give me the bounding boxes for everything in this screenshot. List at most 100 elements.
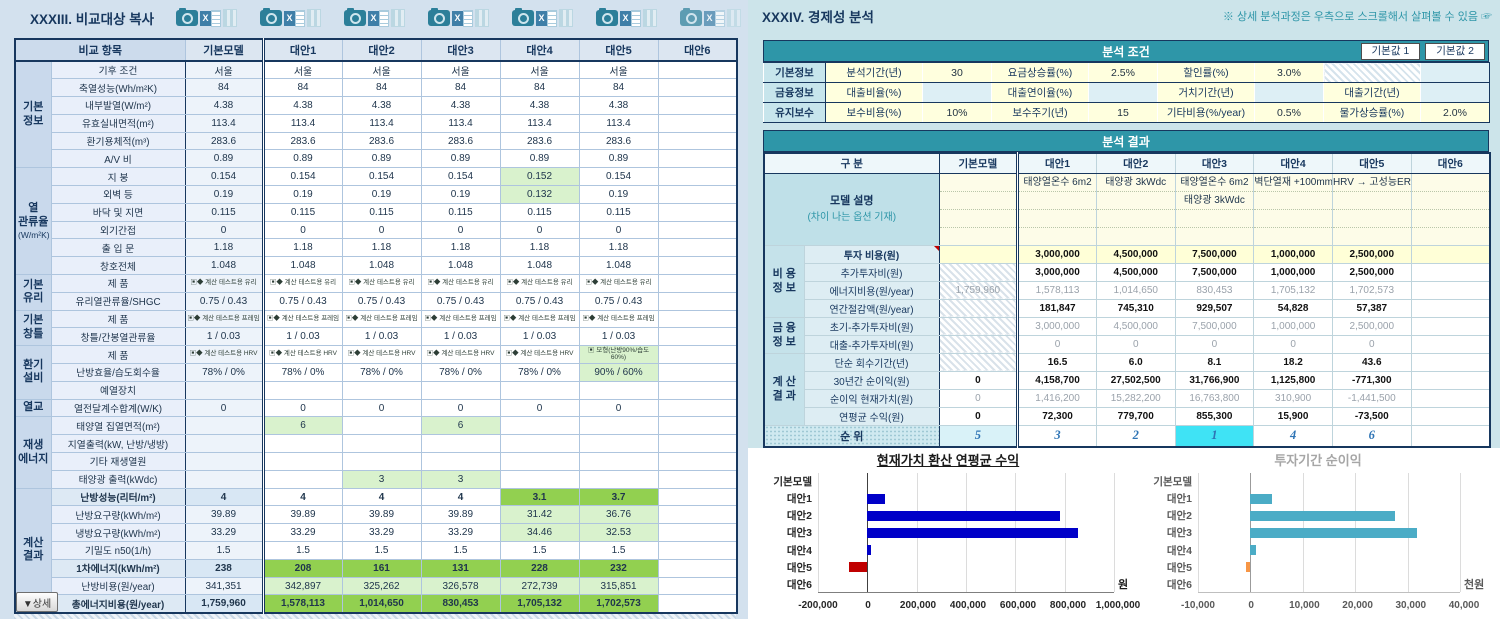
table-cell[interactable]: 0.89 — [578, 149, 659, 169]
table-cell[interactable]: 서울 — [420, 60, 501, 80]
table-cell[interactable]: 1,759,960 — [184, 594, 265, 614]
table-columns-icon[interactable] — [559, 9, 574, 27]
table-cell[interactable]: 1.048 — [578, 256, 659, 276]
table-cell[interactable] — [341, 416, 422, 436]
table-cell[interactable]: 39.89 — [262, 505, 343, 525]
result-cell[interactable]: 15,900 — [1253, 406, 1333, 426]
excel-export-icon[interactable]: X — [368, 9, 390, 27]
table-cell[interactable]: 0.89 — [499, 149, 580, 169]
table-cell[interactable] — [657, 505, 738, 525]
table-cell[interactable]: 283.6 — [184, 131, 265, 151]
table-cell[interactable]: 4 — [184, 487, 265, 507]
table-cell[interactable]: 0 — [499, 220, 580, 240]
table-cell[interactable]: 113.4 — [184, 113, 265, 133]
result-cell[interactable]: 31,766,900 — [1174, 370, 1255, 390]
table-cell[interactable] — [657, 380, 738, 400]
table-cell[interactable] — [657, 238, 738, 258]
table-cell[interactable]: 31.42 — [499, 505, 580, 525]
condition-value[interactable] — [1254, 82, 1324, 103]
table-cell[interactable]: ▣◆ 계산 테스트용 유리 — [578, 274, 659, 293]
table-cell[interactable]: 78% / 0% — [262, 363, 343, 382]
result-cell[interactable]: 181,847 — [1017, 298, 1097, 318]
table-cell[interactable] — [341, 452, 422, 471]
table-cell[interactable]: 0.154 — [262, 167, 343, 187]
excel-export-icon[interactable]: X — [200, 9, 222, 27]
table-cell[interactable]: 1 / 0.03 — [420, 327, 501, 347]
result-cell[interactable]: 8.1 — [1174, 352, 1255, 372]
result-cell[interactable]: -771,300 — [1331, 370, 1412, 390]
table-cell[interactable] — [184, 434, 265, 454]
result-cell[interactable]: 72,300 — [1017, 406, 1097, 426]
table-cell[interactable]: 1.18 — [420, 238, 501, 258]
table-cell[interactable] — [657, 416, 738, 436]
result-cell[interactable]: 4,500,000 — [1095, 262, 1176, 282]
table-cell[interactable]: 서울 — [184, 60, 265, 80]
table-cell[interactable]: 0.115 — [499, 202, 580, 222]
table-cell[interactable]: 131 — [420, 558, 501, 578]
rank-cell[interactable]: 2 — [1095, 424, 1176, 448]
result-cell[interactable] — [1410, 244, 1491, 264]
table-cell[interactable]: 32.53 — [578, 523, 659, 543]
table-cell[interactable] — [499, 416, 580, 436]
table-cell[interactable] — [184, 380, 265, 400]
table-cell[interactable]: 4.38 — [184, 96, 265, 115]
table-cell[interactable] — [657, 60, 738, 80]
result-cell[interactable]: 830,453 — [1174, 280, 1255, 300]
table-cell[interactable]: 4.38 — [420, 96, 501, 115]
table-cell[interactable]: 78% / 0% — [420, 363, 501, 382]
table-cell[interactable]: 4.38 — [341, 96, 422, 115]
table-cell[interactable]: 1.5 — [420, 541, 501, 560]
table-cell[interactable]: 0 — [184, 398, 265, 418]
table-cell[interactable]: 238 — [184, 558, 265, 578]
table-cell[interactable]: 0.154 — [578, 167, 659, 187]
condition-value[interactable] — [1420, 62, 1490, 83]
table-cell[interactable]: 0 — [499, 398, 580, 418]
condition-value[interactable] — [1323, 62, 1421, 83]
result-cell[interactable]: 855,300 — [1174, 406, 1255, 426]
table-columns-icon[interactable] — [223, 9, 238, 27]
table-cell[interactable]: 34.46 — [499, 523, 580, 543]
table-cell[interactable]: ▣◆ 계산 테스트용 유리 — [184, 274, 265, 293]
table-cell[interactable] — [184, 416, 265, 436]
table-cell[interactable]: 0.19 — [420, 185, 501, 204]
condition-value[interactable]: 2.5% — [1088, 62, 1158, 83]
table-cell[interactable]: ▣ 모형(난방90%/습도60%) — [578, 345, 659, 365]
model-desc-cell[interactable]: 태양열온수 6m2 — [1017, 172, 1097, 246]
table-cell[interactable]: 1 / 0.03 — [262, 327, 343, 347]
table-cell[interactable] — [341, 434, 422, 454]
rank-cell[interactable]: 1 — [1174, 424, 1255, 448]
result-cell[interactable]: 0 — [1017, 334, 1097, 354]
result-cell[interactable]: 0 — [1253, 334, 1333, 354]
condition-value[interactable] — [1088, 82, 1158, 103]
camera-icon[interactable] — [428, 8, 451, 26]
table-cell[interactable]: 4 — [341, 487, 422, 507]
table-columns-icon[interactable] — [643, 9, 658, 27]
table-cell[interactable]: 0.115 — [184, 202, 265, 222]
table-cell[interactable]: 4 — [420, 487, 501, 507]
table-cell[interactable] — [657, 149, 738, 169]
table-cell[interactable]: 36.76 — [578, 505, 659, 525]
table-cell[interactable]: 78% / 0% — [341, 363, 422, 382]
table-cell[interactable]: 84 — [341, 78, 422, 98]
table-cell[interactable] — [657, 131, 738, 151]
result-cell[interactable]: 1,759,960 — [938, 280, 1020, 300]
table-cell[interactable]: 113.4 — [499, 113, 580, 133]
result-cell[interactable] — [1410, 298, 1491, 318]
table-cell[interactable]: 33.29 — [341, 523, 422, 543]
table-cell[interactable]: 84 — [578, 78, 659, 98]
result-cell[interactable]: 7,500,000 — [1174, 316, 1255, 336]
table-cell[interactable]: 90% / 60% — [578, 363, 659, 382]
table-cell[interactable]: 1.048 — [262, 256, 343, 276]
table-cell[interactable]: 1,705,132 — [499, 594, 580, 614]
table-cell[interactable]: 113.4 — [578, 113, 659, 133]
table-cell[interactable] — [657, 327, 738, 347]
table-cell[interactable]: ▣◆ 계산 테스트용 프레임 — [420, 309, 501, 329]
result-cell[interactable]: 1,000,000 — [1253, 316, 1333, 336]
table-cell[interactable]: 1.5 — [499, 541, 580, 560]
result-cell[interactable]: 0 — [1174, 334, 1255, 354]
table-cell[interactable]: 113.4 — [420, 113, 501, 133]
result-cell[interactable]: 1,000,000 — [1253, 244, 1333, 264]
result-cell[interactable]: 43.6 — [1331, 352, 1412, 372]
table-cell[interactable]: 0.115 — [262, 202, 343, 222]
result-cell[interactable] — [1410, 388, 1491, 408]
